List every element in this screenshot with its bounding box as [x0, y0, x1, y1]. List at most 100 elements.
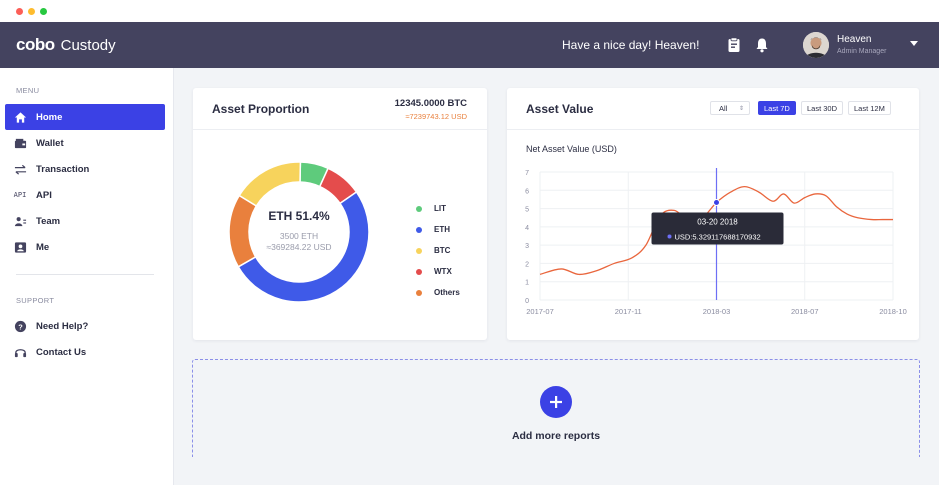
support-section-label: SUPPORT — [16, 296, 55, 305]
add-reports-area[interactable] — [192, 359, 920, 457]
logo-mark: cobo — [16, 35, 55, 54]
logo[interactable]: cobo Custody — [16, 35, 116, 54]
donut-center-amount: 3500 ETH — [279, 231, 319, 241]
asset-donut-chart[interactable] — [217, 150, 381, 314]
asset-value-title: Asset Value — [526, 102, 594, 116]
hover-point[interactable] — [713, 199, 720, 207]
top-bar: cobo Custody Have a nice day! Heaven! He… — [0, 22, 939, 68]
x-tick-label: 2018-10 — [879, 307, 907, 316]
legend-item-btc[interactable]: BTC — [416, 246, 450, 255]
sidebar-item-label: Wallet — [36, 137, 64, 149]
select-arrows-icon: ⇕ — [738, 105, 744, 112]
legend-label: ETH — [434, 225, 450, 234]
donut-center-title: ETH 51.4% — [268, 209, 330, 223]
clipboard-icon[interactable] — [726, 37, 742, 53]
api-icon: API — [13, 191, 27, 199]
legend-item-wtx[interactable]: WTX — [416, 267, 452, 276]
donut-center-usd: ≈369284.22 USD — [266, 242, 332, 252]
select-value: All — [719, 103, 728, 113]
legend-dot — [416, 205, 422, 212]
asset-value-card: Asset Value All ⇕ Last 7D Last 30D Last … — [507, 88, 919, 340]
legend-label: WTX — [434, 267, 452, 276]
sidebar-item-label: Home — [36, 111, 63, 123]
home-icon — [13, 110, 27, 124]
tooltip-box — [651, 212, 784, 245]
user-name: Heaven — [837, 34, 872, 45]
sidebar-item-team[interactable]: Team — [5, 208, 165, 234]
sidebar-item-label: Me — [36, 241, 50, 253]
y-tick-label: 5 — [525, 207, 529, 214]
page-bottom-band — [174, 457, 939, 485]
legend-item-eth[interactable]: ETH — [416, 225, 450, 234]
y-tick-label: 7 — [525, 170, 529, 177]
team-icon — [13, 214, 27, 228]
range-last-12m-button[interactable]: Last 12M — [848, 101, 891, 115]
tooltip-value: USD:5.329117688170932 — [675, 233, 761, 242]
legend-dot — [416, 268, 422, 275]
legend-dot — [416, 226, 422, 233]
card-divider — [193, 129, 487, 130]
sidebar-divider — [16, 274, 154, 275]
sidebar-item-label: API — [36, 189, 52, 201]
sidebar: MENU Home Wallet Transaction API API Tea… — [0, 68, 174, 485]
menu-section-label: MENU — [16, 86, 40, 95]
x-tick-label: 2017-07 — [526, 307, 554, 316]
maximize-window-button[interactable] — [40, 8, 47, 15]
net-asset-value-chart[interactable]: Net Asset Value (USD) 0 1 2 3 4 5 6 7 2017-07 2017… — [507, 138, 919, 328]
y-tick-label: 4 — [525, 225, 529, 232]
legend-item-lit[interactable]: LIT — [416, 204, 446, 213]
donut-slice-eth[interactable] — [237, 190, 370, 303]
y-tick-label: 1 — [525, 280, 529, 287]
x-tick-label: 2018-07 — [791, 307, 819, 316]
legend-dot — [416, 247, 422, 254]
sidebar-item-label: Need Help? — [36, 320, 89, 332]
legend-item-others[interactable]: Others — [416, 288, 460, 297]
headset-icon — [13, 345, 27, 359]
sidebar-item-wallet[interactable]: Wallet — [5, 130, 165, 156]
plus-icon — [550, 396, 562, 408]
close-window-button[interactable] — [16, 8, 23, 15]
y-tick-label: 3 — [525, 243, 529, 250]
add-reports-label: Add more reports — [511, 430, 601, 442]
tooltip-dot — [667, 234, 672, 239]
avatar[interactable] — [803, 32, 829, 58]
sidebar-item-label: Team — [36, 215, 61, 227]
sidebar-item-api[interactable]: API API — [5, 182, 165, 208]
wallet-icon — [13, 136, 27, 150]
legend-label: LIT — [434, 204, 446, 213]
minimize-window-button[interactable] — [28, 8, 35, 15]
sidebar-item-contact-us[interactable]: Contact Us — [5, 339, 165, 365]
series-line[interactable] — [539, 185, 893, 276]
window-titlebar — [0, 0, 939, 22]
sidebar-item-need-help[interactable]: ? Need Help? — [5, 313, 165, 339]
x-tick-label: 2017-11 — [615, 307, 642, 316]
tooltip-date: 03-20 2018 — [697, 218, 738, 227]
chart-title: Net Asset Value (USD) — [526, 144, 617, 154]
range-last-30d-button[interactable]: Last 30D — [801, 101, 844, 115]
y-tick-label: 0 — [525, 298, 529, 305]
sidebar-item-home[interactable]: Home — [5, 104, 165, 130]
donut-slice-btc[interactable] — [238, 161, 302, 207]
help-icon: ? — [13, 319, 27, 333]
legend-dot — [416, 289, 422, 296]
legend-label: BTC — [434, 246, 451, 255]
asset-proportion-title: Asset Proportion — [212, 102, 310, 116]
bell-icon[interactable] — [754, 37, 770, 53]
total-usd: ≈7239743.12 USD — [405, 112, 467, 121]
greeting-text: Have a nice day! Heaven! — [562, 38, 700, 52]
total-btc: 12345.0000 BTC — [394, 98, 467, 109]
sidebar-item-me[interactable]: Me — [5, 234, 165, 260]
card-divider — [507, 129, 919, 130]
sidebar-item-label: Contact Us — [36, 346, 87, 358]
logo-text: Custody — [60, 36, 116, 54]
y-tick-label: 6 — [525, 188, 529, 195]
chevron-down-icon[interactable] — [910, 41, 918, 46]
sidebar-item-transaction[interactable]: Transaction — [5, 156, 165, 182]
transfer-icon — [13, 162, 27, 176]
x-tick-label: 2018-03 — [703, 307, 731, 316]
avatar-photo — [803, 32, 829, 58]
range-last-7d-button[interactable]: Last 7D — [758, 101, 796, 115]
add-report-button[interactable] — [540, 386, 572, 418]
asset-filter-select[interactable]: All ⇕ — [710, 101, 750, 115]
asset-proportion-card: Asset Proportion 12345.0000 BTC ≈7239743… — [193, 88, 487, 340]
